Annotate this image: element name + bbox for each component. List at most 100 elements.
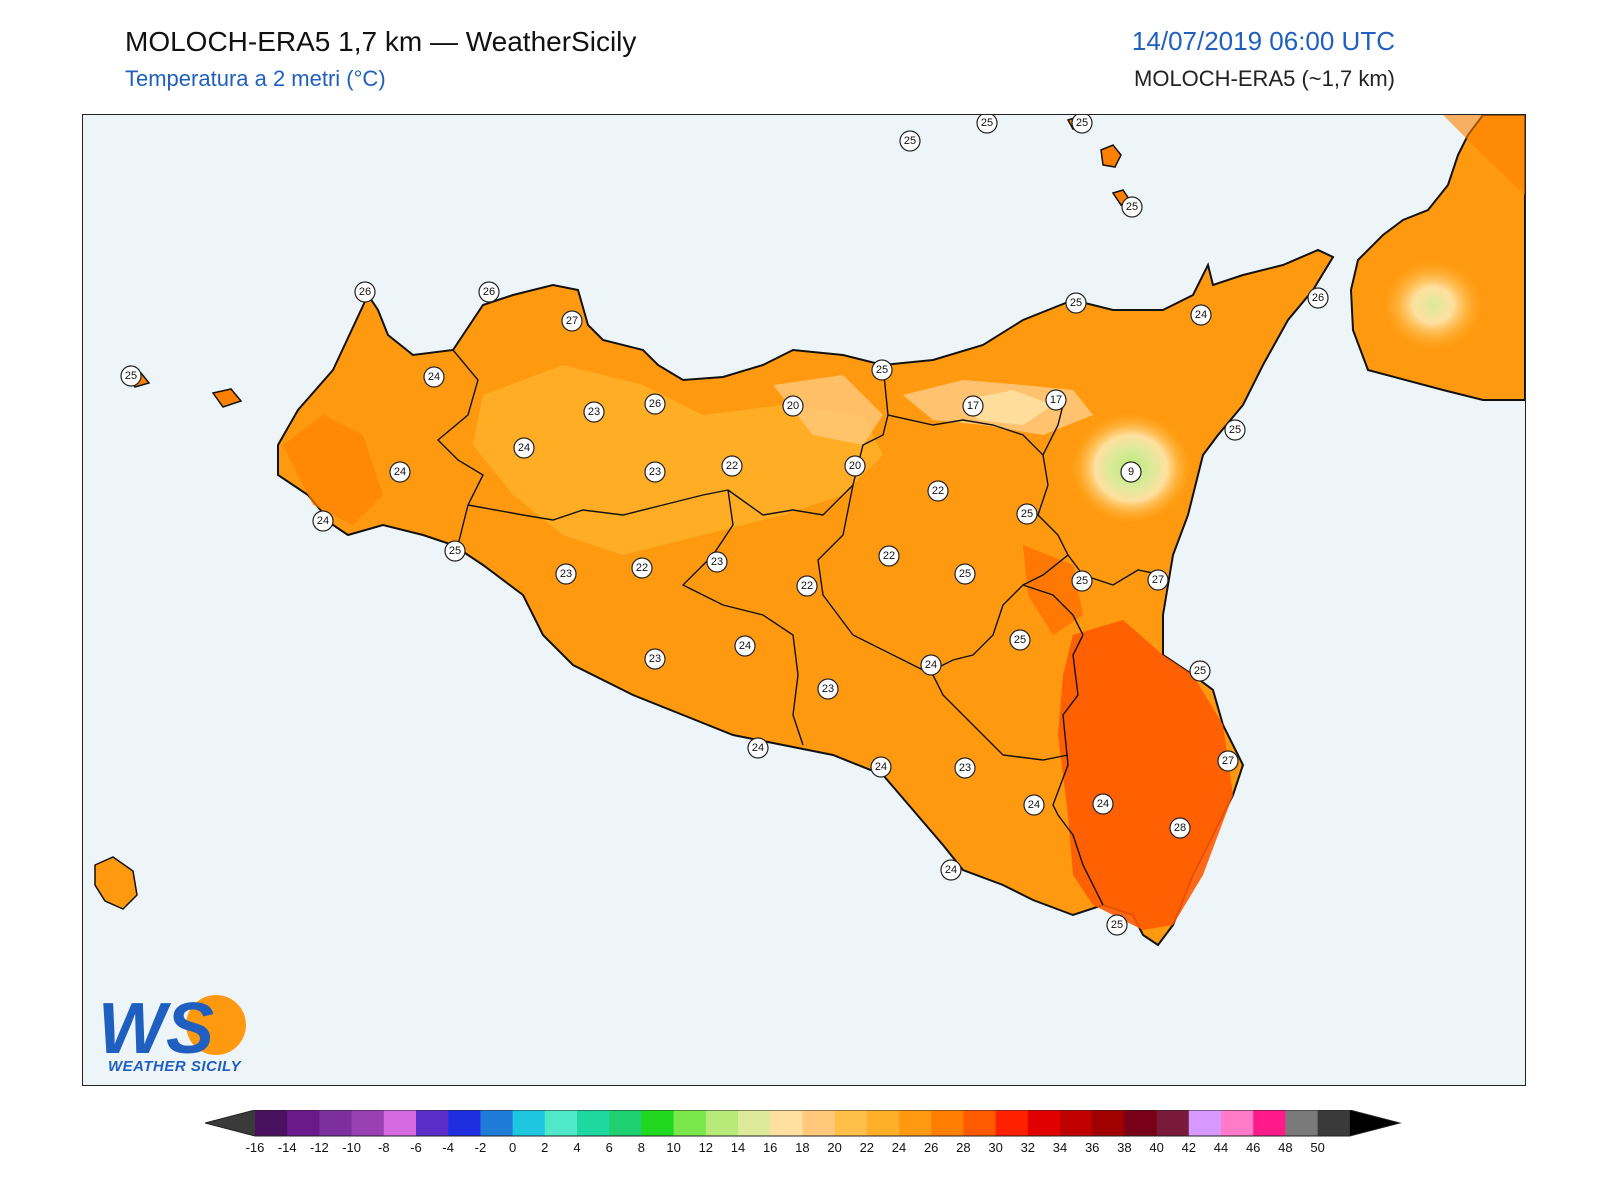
station-marker: 25 [871, 359, 893, 381]
colorbar-tick-label: 6 [606, 1140, 613, 1155]
station-marker: 17 [1045, 389, 1067, 411]
colorbar-tick-label: 42 [1182, 1140, 1196, 1155]
colorbar-swatch [1156, 1110, 1190, 1136]
colorbar-tick-label: 10 [666, 1140, 680, 1155]
colorbar-tick-label: -4 [442, 1140, 454, 1155]
station-marker: 27 [1217, 750, 1239, 772]
station-value: 25 [1194, 665, 1206, 677]
station-marker: 22 [878, 545, 900, 567]
station-value: 25 [125, 370, 137, 382]
station-value: 9 [1128, 466, 1134, 478]
colorbar-tick-label: -2 [475, 1140, 487, 1155]
station-marker: 25 [899, 130, 921, 152]
station-marker: 24 [1190, 304, 1212, 326]
colorbar-tick-label: 26 [924, 1140, 938, 1155]
station-marker: 25 [1106, 914, 1128, 936]
station-value: 23 [959, 762, 971, 774]
colorbar-swatch [512, 1110, 546, 1136]
colorbar-tick-label: 18 [795, 1140, 809, 1155]
colorbar-min-arrow [205, 1110, 255, 1136]
weathersicily-logo: WS [98, 989, 246, 1069]
station-marker: 25 [1224, 419, 1246, 441]
station-value: 25 [981, 117, 993, 129]
station-value: 24 [875, 761, 887, 773]
colorbar-tick-label: 28 [956, 1140, 970, 1155]
station-marker: 27 [561, 310, 583, 332]
station-value: 24 [1097, 798, 1109, 810]
station-value: 26 [483, 286, 495, 298]
station-value: 17 [1050, 394, 1062, 406]
colorbar-swatch [609, 1110, 642, 1136]
station-value: 24 [1195, 309, 1207, 321]
colorbar-swatch [834, 1110, 868, 1136]
colorbar-tick-label: -6 [410, 1140, 422, 1155]
station-value: 25 [904, 135, 916, 147]
station-value: 23 [649, 653, 661, 665]
station-value: 22 [726, 460, 738, 472]
station-value: 26 [1312, 292, 1324, 304]
colorbar-tick-label: 16 [763, 1140, 777, 1155]
map-canvas: 25 25 25 25 26 26 27 26 25 25 24 26 24 23 20 17 17 24 24 22… [94, 115, 1525, 947]
station-value: 25 [1076, 575, 1088, 587]
colorbar-swatch [448, 1110, 481, 1136]
station-marker: 24 [1023, 794, 1045, 816]
colorbar-tick-label: 34 [1053, 1140, 1067, 1155]
station-marker: 25 [1016, 503, 1038, 525]
aeolian-island [1100, 144, 1122, 168]
station-value: 24 [925, 659, 937, 671]
station-marker: 22 [796, 575, 818, 597]
colorbar-swatch [383, 1110, 417, 1136]
station-value: 24 [945, 864, 957, 876]
egadi-island [211, 388, 243, 408]
station-marker: 25 [1121, 196, 1143, 218]
station-marker: 25 [1071, 115, 1093, 134]
station-value: 22 [636, 562, 648, 574]
station-marker: 24 [1092, 793, 1114, 815]
station-value: 24 [428, 371, 440, 383]
colorbar-swatch [577, 1110, 610, 1136]
station-marker: 24 [940, 859, 962, 881]
station-value: 24 [394, 466, 406, 478]
colorbar-swatch [319, 1110, 353, 1136]
station-value: 28 [1174, 822, 1186, 834]
pantelleria-island [94, 856, 138, 910]
colorbar-tick-label: 20 [827, 1140, 841, 1155]
station-marker: 23 [555, 563, 577, 585]
station-marker: 24 [734, 635, 756, 657]
colorbar-swatch [1253, 1110, 1286, 1136]
station-marker: 23 [644, 461, 666, 483]
station-value: 27 [1222, 755, 1234, 767]
station-value: 23 [711, 556, 723, 568]
map-title: MOLOCH-ERA5 1,7 km — WeatherSicily [125, 26, 637, 57]
map-subtitle: Temperatura a 2 metri (°C) [125, 66, 386, 91]
station-value: 25 [1076, 117, 1088, 129]
logo-text: WEATHER SICILY [108, 1058, 242, 1075]
colorbar-swatch [1285, 1110, 1319, 1136]
station-marker: 23 [817, 678, 839, 700]
station-value: 23 [822, 683, 834, 695]
colorbar-max-arrow [1349, 1110, 1400, 1136]
station-marker: 22 [631, 557, 653, 579]
station-marker: 23 [954, 757, 976, 779]
station-marker: 27 [1147, 569, 1169, 591]
station-marker: 24 [423, 366, 445, 388]
colorbar-tick-label: -10 [342, 1140, 361, 1155]
colorbar-tick-label: -16 [246, 1140, 265, 1155]
colorbar-tick-label: 50 [1310, 1140, 1324, 1155]
station-marker: 25 [1009, 629, 1031, 651]
colorbar-swatch [1221, 1110, 1254, 1136]
colorbar-tick-label: 30 [988, 1140, 1002, 1155]
temperature-map: 25 25 25 25 26 26 27 26 25 25 24 26 24 23 20 17 17 24 24 22… [82, 114, 1526, 1086]
colorbar-tick-label: -12 [310, 1140, 329, 1155]
colorbar-tick-label: 0 [509, 1140, 516, 1155]
colorbar-tick-label: 44 [1214, 1140, 1228, 1155]
station-value: 25 [1126, 201, 1138, 213]
station-marker: 22 [721, 455, 743, 477]
colorbar-swatch [802, 1110, 836, 1136]
station-value: 27 [566, 315, 578, 327]
station-value: 25 [1111, 919, 1123, 931]
station-value: 20 [787, 400, 799, 412]
station-marker: 26 [1307, 287, 1329, 309]
station-value: 25 [959, 568, 971, 580]
colorbar-swatch [1124, 1110, 1158, 1136]
